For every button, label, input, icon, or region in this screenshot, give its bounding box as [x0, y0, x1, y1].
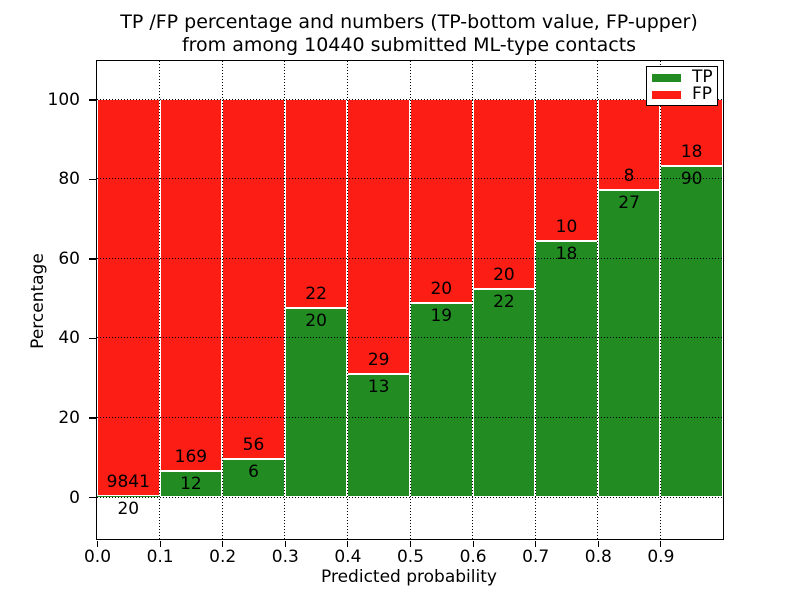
- bar-segment-tp: [410, 303, 473, 497]
- bar-segment-tp: [222, 458, 285, 497]
- gridline-x: [597, 61, 599, 539]
- bar-segment-tp: [597, 190, 661, 497]
- bar-segment-fp: [97, 99, 160, 497]
- gridline-x: [346, 61, 348, 539]
- x-tick-mark: [347, 541, 349, 547]
- gridline-x: [159, 61, 161, 539]
- fp-count-label: 56: [242, 434, 265, 455]
- y-tick-mark: [89, 258, 96, 260]
- x-tick-label: 0.5: [396, 547, 425, 567]
- y-tick-label: 100: [47, 89, 80, 110]
- y-tick-label: 20: [58, 407, 80, 428]
- x-tick-mark: [222, 541, 224, 547]
- fp-count-label: 29: [367, 349, 390, 370]
- gridline-y: [97, 178, 723, 180]
- x-tick-label: 0.6: [459, 547, 487, 567]
- x-tick-label: 0.1: [146, 547, 174, 567]
- x-tick-mark: [284, 541, 286, 547]
- bar-segment-fp: [222, 99, 285, 459]
- y-tick-label: 0: [69, 487, 80, 508]
- x-tick-label: 0.9: [647, 547, 675, 567]
- tp-count-label: 13: [367, 376, 390, 397]
- x-tick-label: 0.2: [209, 547, 237, 567]
- y-tick-label: 80: [58, 169, 80, 190]
- legend-item-fp: FP: [647, 86, 717, 103]
- legend: TP FP: [646, 66, 718, 106]
- bar-segment-tp: [472, 288, 536, 497]
- gridline-x: [284, 61, 286, 539]
- tp-count-label: 6: [248, 461, 259, 482]
- gridline-y: [97, 416, 723, 418]
- tp-count-label: 27: [618, 193, 640, 214]
- bar-segment-fp: [284, 99, 348, 308]
- x-tick-mark: [597, 541, 599, 547]
- bar-segment-fp: [410, 99, 473, 304]
- fp-count-label: 22: [305, 283, 327, 304]
- gridline-y: [97, 257, 723, 259]
- fp-count-label: 20: [430, 279, 453, 300]
- y-tick-mark: [89, 99, 96, 101]
- x-axis-label: Predicted probability: [321, 567, 497, 587]
- fp-legend-label: FP: [692, 84, 713, 104]
- tp-legend-swatch: [652, 73, 681, 82]
- x-tick-mark: [535, 541, 537, 547]
- fp-count-label: 20: [493, 264, 515, 285]
- bar-segment-tp: [535, 241, 598, 497]
- fp-count-label: 18: [680, 141, 703, 162]
- gridline-x: [534, 61, 536, 539]
- fp-count-label: 8: [623, 166, 635, 187]
- y-tick-mark: [89, 337, 96, 340]
- x-tick-mark: [660, 541, 662, 547]
- x-tick-mark: [472, 541, 474, 547]
- y-tick-mark: [89, 178, 96, 181]
- tp-legend-label: TP: [692, 67, 713, 87]
- tp-count-label: 20: [117, 499, 140, 520]
- chart-title-line2: from among 10440 submitted ML-type conta…: [181, 34, 637, 56]
- y-tick-mark: [89, 496, 96, 499]
- gridline-x: [221, 61, 223, 539]
- bar-segment-tp: [347, 373, 410, 497]
- x-tick-label: 0.7: [522, 547, 550, 567]
- tp-count-label: 20: [305, 310, 327, 331]
- y-axis-label: Percentage: [28, 253, 48, 349]
- gridline-x: [659, 61, 661, 539]
- gridline-y: [97, 98, 723, 100]
- y-tick-label: 60: [58, 248, 80, 269]
- x-tick-label: 0.3: [271, 547, 299, 567]
- legend-item-tp: TP: [647, 69, 717, 86]
- gridline-x: [472, 61, 474, 539]
- tp-count-label: 12: [180, 473, 202, 494]
- tp-count-label: 18: [555, 244, 578, 265]
- fp-legend-swatch: [652, 90, 681, 99]
- bar-segment-tp: [284, 307, 348, 497]
- x-tick-label: 0.4: [334, 547, 362, 567]
- x-tick-mark: [409, 541, 412, 547]
- fp-count-label: 9841: [106, 472, 150, 493]
- chart-title: TP /FP percentage and numbers (TP-bottom…: [96, 11, 722, 57]
- fp-count-label: 10: [555, 217, 578, 238]
- gridline-y: [97, 496, 723, 498]
- bar-segment-fp: [472, 99, 536, 289]
- x-tick-mark: [96, 541, 99, 547]
- x-tick-label: 0.0: [83, 547, 112, 567]
- fp-count-label: 169: [174, 446, 208, 467]
- bar-segment-fp: [159, 99, 223, 471]
- x-tick-label: 0.8: [584, 547, 612, 567]
- tp-count-label: 90: [680, 168, 703, 189]
- tp-count-label: 19: [430, 306, 453, 327]
- bar-segment-fp: [347, 99, 410, 374]
- gridline-x: [409, 61, 411, 539]
- bar-segment-tp: [660, 165, 723, 497]
- tp-count-label: 22: [493, 291, 515, 312]
- y-tick-label: 40: [58, 328, 80, 349]
- gridline-y: [97, 337, 723, 339]
- chart-title-line1: TP /FP percentage and numbers (TP-bottom…: [120, 11, 698, 33]
- plot-area: 9841 20 169 12 56 6 22 20 29 13 20 19 20 22 10 18 8 27 18 9…: [96, 60, 724, 540]
- y-tick-mark: [89, 417, 96, 419]
- x-tick-mark: [159, 541, 161, 547]
